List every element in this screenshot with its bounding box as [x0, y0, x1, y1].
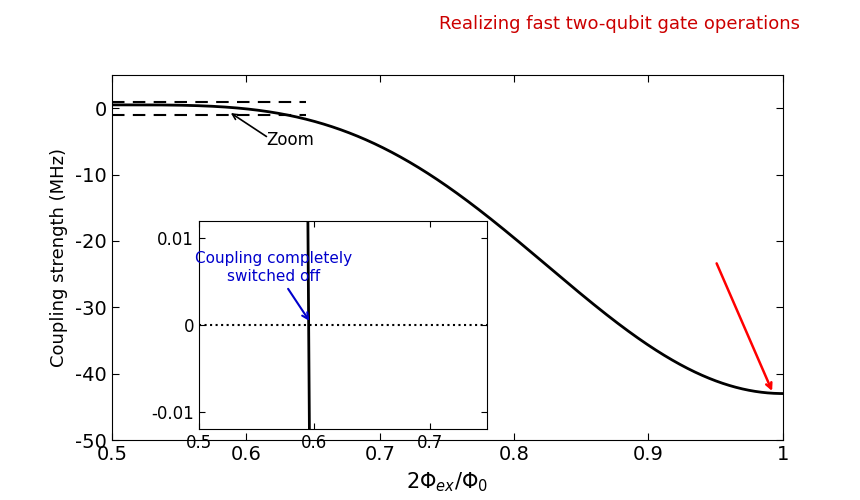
Y-axis label: Coupling strength (MHz): Coupling strength (MHz) [50, 148, 68, 367]
Text: Zoom: Zoom [266, 132, 314, 150]
X-axis label: $2\Phi_{ex}/\Phi_0$: $2\Phi_{ex}/\Phi_0$ [406, 471, 488, 494]
Text: Realizing fast two-qubit gate operations: Realizing fast two-qubit gate operations [439, 15, 800, 33]
